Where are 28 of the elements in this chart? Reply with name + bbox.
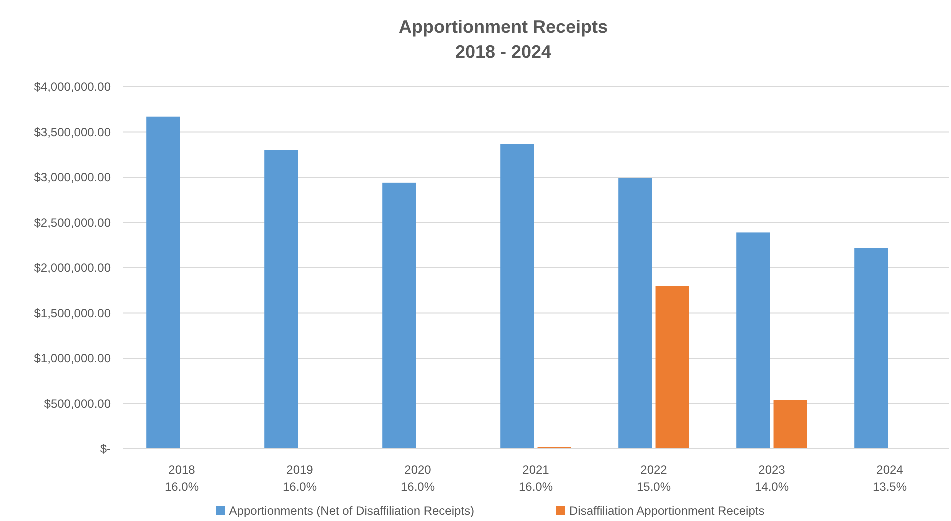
x-tick-label: 2023 14.0% bbox=[754, 463, 790, 494]
chart-title: Apportionment Receipts 2018 - 2024 bbox=[398, 17, 608, 62]
bar bbox=[500, 144, 534, 449]
x-tick-label: 2020 16.0% bbox=[400, 463, 436, 494]
bar bbox=[382, 182, 416, 449]
y-tick-label: $2,500,000.00 bbox=[34, 216, 112, 230]
x-tick-label: 2024 13.5% bbox=[872, 463, 908, 494]
y-tick-label: $2,000,000.00 bbox=[34, 261, 112, 276]
y-tick-label: $1,000,000.00 bbox=[34, 352, 112, 366]
x-tick-label: 2022 15.0% bbox=[636, 463, 672, 494]
y-tick-label: $500,000.00 bbox=[44, 396, 112, 411]
x-tick-label: 2019 16.0% bbox=[282, 463, 318, 494]
legend-label: Disaffiliation Apportionment Receipts bbox=[570, 504, 765, 518]
bar bbox=[146, 116, 180, 449]
bar bbox=[854, 248, 888, 449]
y-tick-label: $3,500,000.00 bbox=[34, 125, 112, 140]
x-tick-label: 2021 16.0% bbox=[518, 463, 554, 494]
x-tick-label: 2018 16.0% bbox=[164, 463, 200, 494]
bar bbox=[656, 286, 690, 449]
y-tick-label: $- bbox=[100, 442, 111, 456]
bar bbox=[264, 150, 298, 449]
legend-label: Apportionments (Net of Disaffiliation Receipts) bbox=[229, 504, 475, 518]
y-tick-label: $3,000,000.00 bbox=[34, 170, 112, 185]
y-tick-label: $1,500,000.00 bbox=[34, 306, 112, 320]
bar bbox=[774, 400, 808, 449]
bar bbox=[618, 178, 652, 449]
bar bbox=[736, 232, 770, 449]
y-tick-label: $4,000,000.00 bbox=[34, 80, 112, 94]
